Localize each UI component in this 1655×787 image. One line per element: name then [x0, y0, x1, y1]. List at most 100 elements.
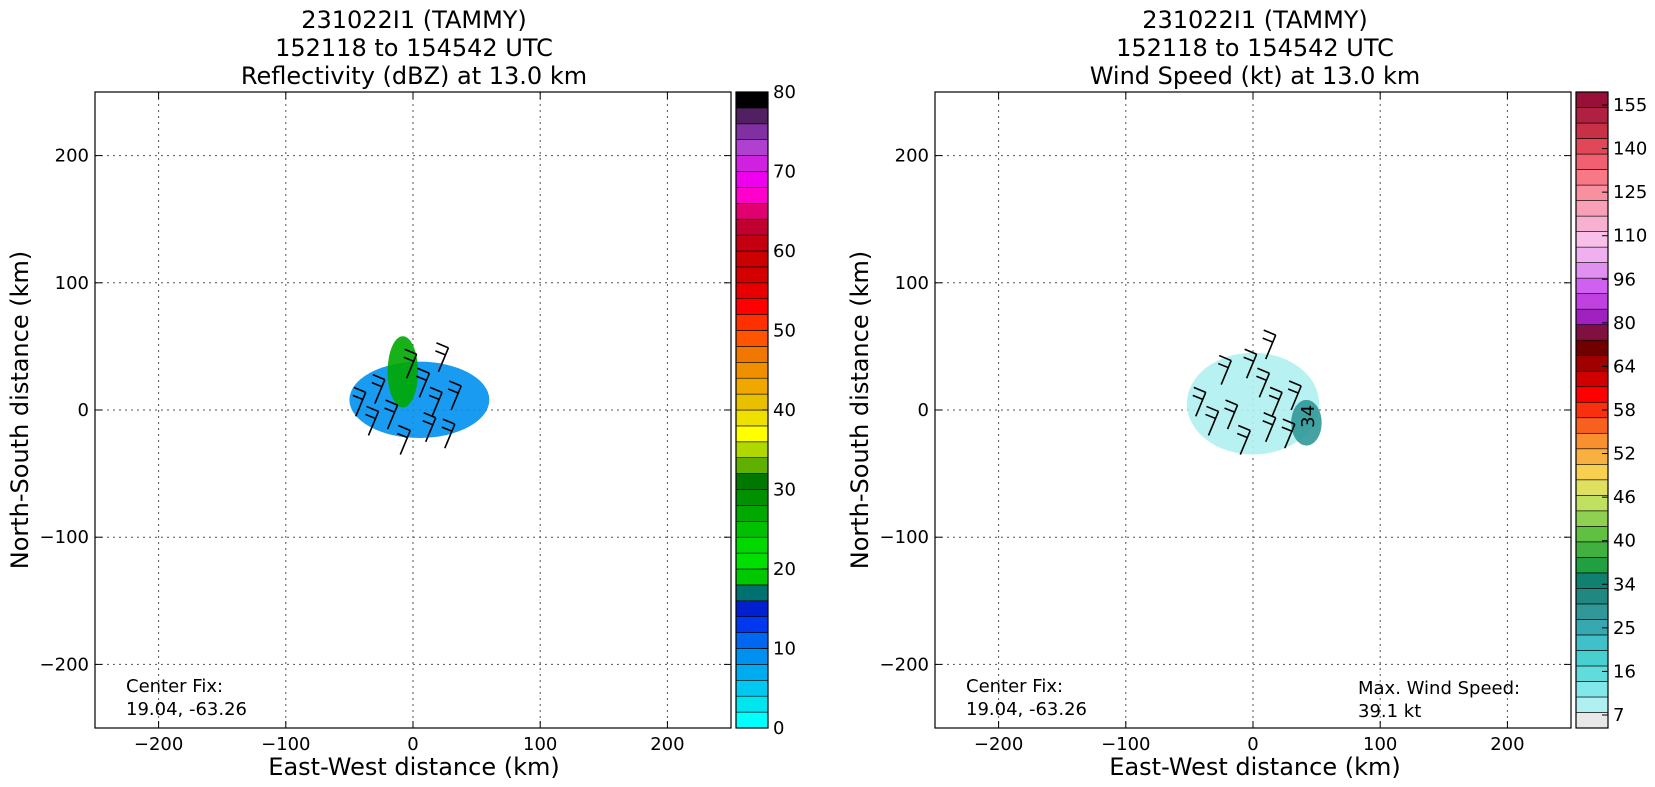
- colorbar-segment: [735, 123, 769, 141]
- colorbar-segment: [735, 377, 769, 395]
- y-tick-label: −100: [880, 527, 929, 548]
- colorbar-segment: [1575, 681, 1609, 698]
- colorbar-tick-label: 155: [1613, 95, 1647, 116]
- center-fix-label: Center Fix:: [126, 676, 223, 697]
- colorbar-segment: [735, 584, 769, 602]
- wind-barb: [1262, 412, 1277, 443]
- colorbar-segment: [735, 330, 769, 347]
- colorbar-tick-label: 16: [1613, 661, 1636, 682]
- colorbar-tick-label: 52: [1613, 444, 1636, 465]
- x-tick-label: −200: [974, 734, 1023, 755]
- colorbar-segment: [1575, 293, 1609, 310]
- y-tick-label: 100: [55, 273, 89, 294]
- colorbar-tick-label: 0: [773, 718, 784, 739]
- colorbar-tick-label: 25: [1613, 618, 1636, 639]
- colorbar-segment: [1575, 588, 1609, 605]
- wind-barb: [422, 412, 437, 443]
- colorbar-tick-label: 46: [1613, 487, 1636, 508]
- colorbar-segment: [1575, 339, 1609, 357]
- panel-wind-speed: 231022I1 (TAMMY) 152118 to 154542 UTC Wi…: [846, 6, 1647, 781]
- y-axis-label: North-South distance (km): [6, 251, 34, 570]
- colorbar-segment: [735, 505, 769, 522]
- wind-barb: [1268, 386, 1283, 417]
- colorbar-segment: [1575, 510, 1609, 527]
- wind-barb: [416, 367, 431, 398]
- wind-barb: [352, 386, 367, 417]
- y-tick-label: −100: [40, 527, 89, 548]
- colorbar-segment: [1575, 215, 1609, 232]
- data-blob-convective-band: [387, 336, 419, 408]
- colorbar-segment: [1575, 526, 1609, 543]
- colorbar-segment: [735, 600, 769, 617]
- colorbar-tick-label: 70: [773, 162, 796, 183]
- colorbar-segment: [1575, 619, 1609, 636]
- colorbar-segment: [1575, 324, 1609, 341]
- colorbar-segment: [735, 107, 769, 125]
- colorbar-segment: [1575, 557, 1609, 574]
- colorbar-segment: [1575, 308, 1609, 325]
- colorbar-tick-label: 64: [1613, 356, 1636, 377]
- colorbar-segment: [1575, 153, 1609, 170]
- colorbar-segment: [1575, 417, 1609, 434]
- colorbar-tick-label: 40: [1613, 531, 1636, 552]
- wind-barb: [403, 348, 418, 379]
- colorbar-tick-label: 80: [1613, 313, 1636, 334]
- wind-barb: [1236, 424, 1252, 455]
- colorbar-segment: [735, 266, 769, 284]
- y-tick-label: −200: [40, 654, 89, 675]
- colorbar: 155 140 125 110 96 80 64 58 52 46 40 34 25 16 7: [1575, 91, 1647, 729]
- title-line-3: Reflectivity (dBZ) at 13.0 km: [241, 62, 587, 90]
- wind-barb: [365, 405, 380, 436]
- wind-barb: [1262, 329, 1277, 360]
- wind-barb: [1243, 348, 1258, 379]
- colorbar-segment: [735, 679, 769, 697]
- colorbar-segment: [1575, 665, 1609, 682]
- colorbar-tick-label: 125: [1613, 182, 1647, 203]
- x-tick-label: 200: [650, 734, 684, 755]
- wind-barb: [396, 424, 412, 455]
- y-tick-label: 200: [895, 146, 929, 167]
- wind-barb: [441, 418, 456, 449]
- colorbar-tick-label: 30: [773, 480, 796, 501]
- colorbar-tick-label: 110: [1613, 226, 1647, 247]
- wind-barb: [1224, 399, 1239, 430]
- colorbar-tick-label: 20: [773, 559, 796, 580]
- colorbar-segment: [735, 203, 769, 220]
- colorbar-tick-label: 96: [1613, 269, 1636, 290]
- colorbar-segment: [1575, 634, 1609, 651]
- colorbar-segment: [1575, 169, 1609, 186]
- x-tick-label: −100: [1101, 734, 1150, 755]
- colorbar-segment: [1575, 495, 1609, 512]
- colorbar-segment: [735, 536, 769, 554]
- colorbar-segment: [1575, 448, 1609, 465]
- y-tick-label: 0: [78, 400, 89, 421]
- max-wind-value: 39.1 kt: [1358, 701, 1421, 722]
- colorbar-segment: [1575, 432, 1609, 450]
- colorbar-segment: [1575, 572, 1609, 589]
- wind-barb: [371, 373, 386, 404]
- title-line-2: 152118 to 154542 UTC: [1116, 34, 1394, 62]
- colorbar-segment: [735, 314, 769, 331]
- colorbar-segment: [1575, 184, 1609, 201]
- colorbar-segment: [735, 632, 769, 649]
- colorbar-segment: [1575, 603, 1609, 620]
- colorbar-segment: [1575, 696, 1609, 713]
- wind-barb: [447, 380, 462, 411]
- x-tick-label: 100: [1363, 734, 1397, 755]
- wind-barb: [1287, 380, 1302, 411]
- colorbar-segment: [735, 473, 769, 490]
- colorbar-segment: [1575, 246, 1609, 263]
- center-fix-label: Center Fix:: [966, 676, 1063, 697]
- max-wind-label: Max. Wind Speed:: [1358, 678, 1520, 699]
- title-line-2: 152118 to 154542 UTC: [275, 34, 553, 62]
- colorbar-segment: [1575, 277, 1609, 294]
- colorbar-segment: [735, 441, 769, 458]
- colorbar-segment: [1575, 138, 1609, 155]
- center-fix-value: 19.04, -63.26: [126, 699, 247, 720]
- wind-barb: [1256, 367, 1271, 398]
- y-tick-label: 100: [895, 273, 929, 294]
- colorbar-tick-label: 50: [773, 321, 796, 342]
- colorbar-segment: [1575, 355, 1609, 372]
- x-tick-label: 100: [523, 734, 557, 755]
